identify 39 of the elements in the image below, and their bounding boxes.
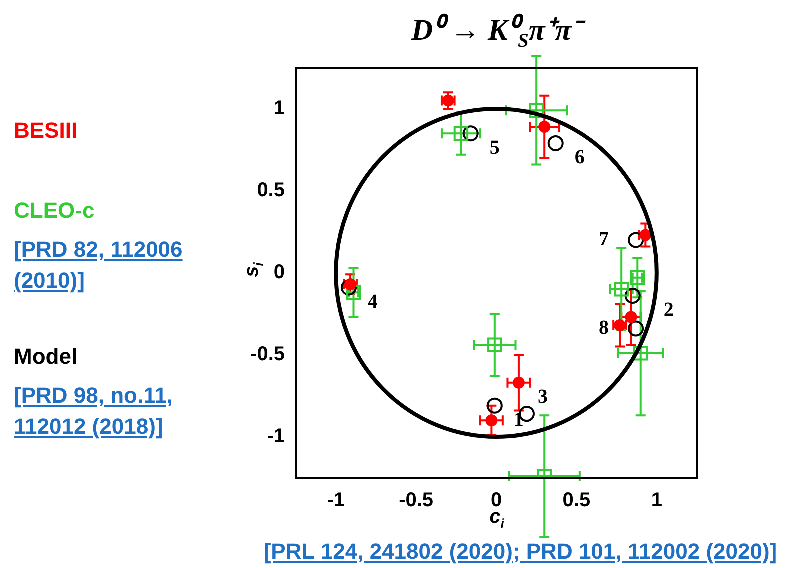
point bbox=[548, 135, 564, 152]
point bbox=[486, 398, 503, 414]
point bbox=[633, 346, 648, 361]
chart-title: D⁰ → K⁰$_{S}$π⁺π⁻ bbox=[410, 12, 587, 53]
annotation: 7 bbox=[599, 228, 610, 250]
y-tick-label: 0 bbox=[274, 262, 285, 284]
point bbox=[628, 320, 644, 337]
annotation: 8 bbox=[599, 316, 610, 339]
x-tick-label: -0.5 bbox=[399, 490, 434, 512]
point bbox=[624, 288, 641, 304]
point bbox=[538, 121, 551, 134]
point bbox=[454, 126, 469, 141]
annotation: 6 bbox=[574, 146, 585, 169]
point bbox=[625, 311, 638, 324]
y-tick-label: -0.5 bbox=[250, 344, 285, 366]
point bbox=[488, 338, 502, 353]
x-tick-label: 0.5 bbox=[562, 490, 591, 512]
x-tick-label: -1 bbox=[327, 490, 345, 512]
point bbox=[614, 282, 629, 297]
annotation: 2 bbox=[664, 299, 674, 322]
point bbox=[529, 103, 544, 118]
text: [PRD 82, 112006 (2010)] bbox=[14, 236, 184, 295]
point bbox=[486, 414, 498, 427]
annotation: 3 bbox=[538, 386, 548, 408]
y-tick-label: 1 bbox=[274, 98, 285, 120]
point bbox=[628, 232, 644, 248]
text: [PRD 98, no.11, 112012 (2018)] bbox=[14, 382, 174, 441]
y-tick-label: -1 bbox=[267, 426, 285, 448]
text: Model bbox=[14, 344, 78, 370]
annotation: 5 bbox=[490, 136, 500, 159]
annotation: 4 bbox=[368, 290, 378, 313]
point bbox=[512, 376, 525, 389]
point bbox=[462, 126, 479, 142]
text: [PRL 124, 241802 (2020); PRD 101, 112002 (2020)] bbox=[262, 538, 778, 566]
y-tick-label: 0.5 bbox=[257, 180, 285, 202]
text: CLEO-c bbox=[14, 198, 95, 224]
text: BESIII bbox=[14, 118, 78, 144]
point bbox=[340, 280, 357, 296]
x-tick-label: 1 bbox=[651, 490, 662, 512]
